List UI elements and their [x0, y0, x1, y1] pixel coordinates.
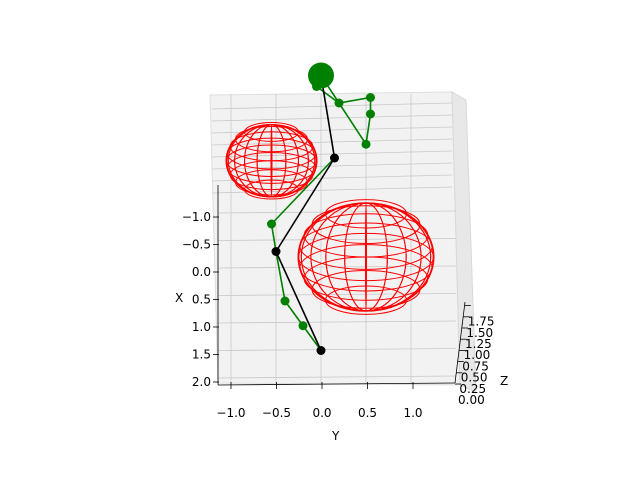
grid-line-x — [217, 238, 457, 241]
grid-line-x — [217, 320, 457, 324]
y-axis-line — [217, 382, 456, 386]
grid-line-z — [211, 126, 453, 134]
limb-joint — [334, 98, 344, 108]
spheres — [225, 122, 435, 315]
core-joint — [271, 247, 281, 256]
x-tick-label: −1.0 — [182, 210, 211, 224]
y-tick-label: 0.0 — [312, 406, 331, 420]
grid-line-z — [211, 186, 453, 194]
skeleton — [267, 62, 375, 355]
grid-line-z — [211, 102, 453, 110]
core-joint — [330, 153, 339, 163]
limb-segment — [275, 251, 322, 351]
grid-line-z — [211, 174, 453, 182]
limb-joint — [361, 139, 371, 149]
y-axis-label: Y — [331, 429, 340, 443]
x-tick-label: −0.5 — [182, 238, 211, 252]
limb-joint — [366, 109, 375, 119]
x-tick-label: 2.0 — [192, 375, 211, 389]
axes: −1.0 −0.5 0.0 0.5 1.0 1.5 2.0 −1.0 −0.5 0.0 0.5 1.… — [175, 185, 508, 443]
grid-line-z — [211, 162, 453, 170]
grid-line-x — [217, 375, 457, 379]
axis-panes — [209, 91, 477, 393]
z-tick-label: 0.50 — [461, 371, 488, 385]
sphere-outline — [225, 123, 318, 198]
z-axis-label: Z — [500, 374, 508, 388]
y-ticks: −1.0 −0.5 0.0 0.5 1.0 — [216, 382, 423, 420]
x-tick-label: 1.0 — [192, 320, 211, 334]
limb-joint — [280, 296, 290, 306]
z-tick-label: 1.75 — [468, 315, 495, 329]
x-tick-label: 0.0 — [192, 265, 211, 279]
z-tick-label: 0.00 — [458, 393, 485, 407]
grid-line-x — [217, 348, 457, 351]
sphere-1 — [225, 122, 318, 200]
head-joint — [308, 62, 334, 89]
limb-joint — [267, 219, 276, 229]
x-tick-label: 0.5 — [192, 293, 211, 307]
core-joint — [316, 346, 326, 355]
y-tick-label: −0.5 — [262, 406, 291, 420]
z-tick-label: 0.75 — [462, 359, 489, 373]
grid-line-z — [211, 150, 453, 158]
z-tick-label: 0.25 — [459, 382, 486, 396]
limb-joint — [298, 321, 308, 331]
x-tick-label: 1.5 — [192, 348, 211, 362]
z-tick-label: 1.50 — [466, 326, 493, 340]
y-tick-label: 0.5 — [358, 406, 377, 420]
limb-segment — [316, 75, 372, 147]
z-tick-label: 1.25 — [465, 337, 492, 351]
sphere-outline — [297, 202, 435, 312]
limb-joint — [366, 93, 375, 102]
x-axis-label: X — [175, 291, 183, 305]
sphere-2 — [297, 199, 435, 315]
y-tick-label: −1.0 — [216, 406, 245, 420]
spine-segment — [275, 75, 336, 351]
right-pane — [451, 91, 477, 393]
y-tick-label: 1.0 — [403, 406, 422, 420]
z-tick-label: 1.00 — [464, 348, 491, 362]
z-axis-line — [454, 301, 466, 384]
x-ticks: −1.0 −0.5 0.0 0.5 1.0 1.5 2.0 — [182, 210, 219, 389]
z-ticks: 0.000.250.500.751.001.251.501.75 — [455, 305, 495, 407]
grid-line-z — [211, 114, 453, 122]
grid-line-x — [217, 210, 457, 214]
